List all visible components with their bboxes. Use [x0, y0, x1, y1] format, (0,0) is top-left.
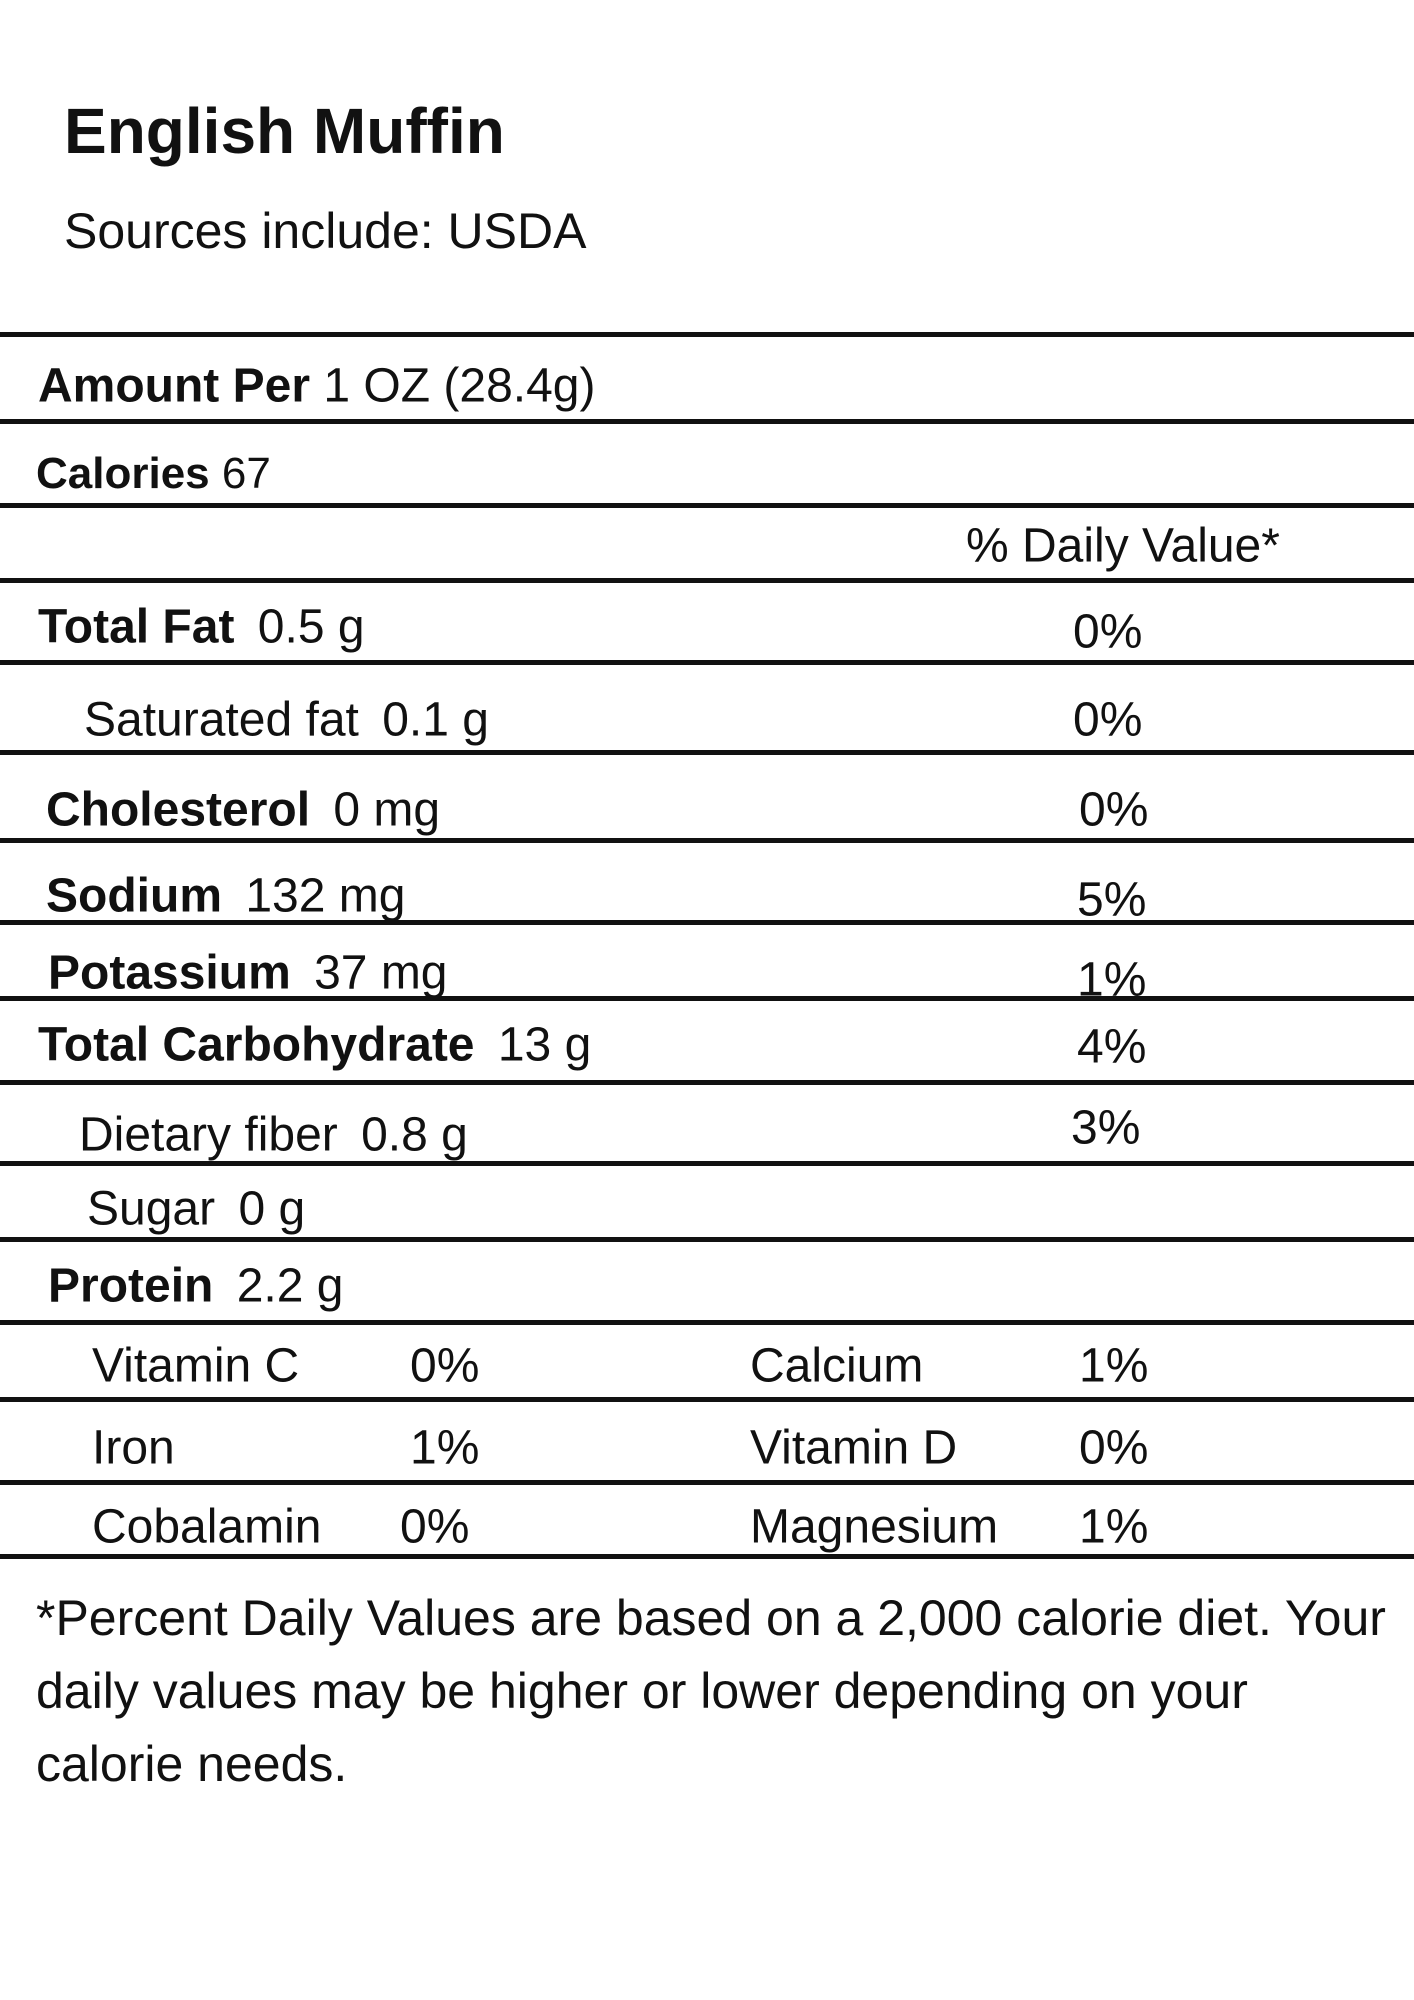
nutrient-row: Protein 2.2 g: [48, 1259, 343, 1314]
calories-label: Calories: [36, 449, 210, 498]
serving-value: 1 OZ (28.4g): [323, 359, 596, 413]
vitamin-name: Cobalamin: [92, 1500, 322, 1554]
rule: [0, 1161, 1414, 1166]
nutrient-amount: 37 mg: [314, 946, 448, 1000]
vitamin-name: Calcium: [750, 1339, 924, 1393]
serving-label: Amount Per: [38, 359, 311, 413]
rule: [0, 1320, 1414, 1325]
rule: [0, 838, 1414, 843]
nutrient-amount: 0.5 g: [257, 600, 365, 654]
rule: [0, 1237, 1414, 1242]
vitamin-dv: 0%: [410, 1339, 480, 1393]
nutrient-dv: 5%: [1077, 873, 1147, 927]
vitamin-dv: 0%: [1079, 1421, 1149, 1475]
nutrient-row: Total Fat 0.5 g: [38, 600, 365, 655]
nutrient-dv: 4%: [1077, 1020, 1147, 1074]
nutrient-row: Cholesterol 0 mg: [46, 783, 440, 838]
nutrient-label: Total Carbohydrate: [38, 1018, 475, 1072]
nutrient-label: Protein: [48, 1259, 214, 1313]
nutrient-dv: 3%: [1071, 1101, 1141, 1155]
rule: [0, 503, 1414, 508]
vitamin-dv: 1%: [1079, 1339, 1149, 1393]
daily-value-header: % Daily Value*: [966, 519, 1280, 573]
nutrient-amount: 13 g: [497, 1018, 592, 1072]
nutrient-label: Cholesterol: [46, 783, 311, 837]
subtitle: Sources include: USDA: [64, 203, 587, 259]
nutrient-label: Sodium: [46, 869, 222, 923]
vitamin-name: Vitamin D: [750, 1421, 958, 1475]
nutrient-amount: 0.8 g: [361, 1108, 468, 1162]
nutrient-row: Dietary fiber 0.8 g: [79, 1108, 468, 1163]
calories-value: 67: [221, 449, 271, 498]
nutrient-row: Potassium 37 mg: [48, 946, 448, 1001]
rule: [0, 996, 1414, 1001]
nutrient-label: Sugar: [87, 1182, 216, 1236]
nutrient-label: Dietary fiber: [79, 1108, 338, 1162]
nutrient-label: Potassium: [48, 946, 291, 1000]
vitamin-dv: 1%: [410, 1421, 480, 1475]
rule: [0, 750, 1414, 755]
nutrient-row: Total Carbohydrate 13 g: [38, 1018, 591, 1073]
rule: [0, 332, 1414, 337]
nutrient-dv: 0%: [1073, 693, 1143, 747]
nutrient-row: Saturated fat 0.1 g: [84, 693, 489, 748]
nutrient-amount: 132 mg: [245, 869, 406, 923]
nutrient-label: Saturated fat: [84, 693, 359, 747]
nutrient-row: Sodium 132 mg: [46, 869, 405, 924]
rule: [0, 920, 1414, 925]
rule: [0, 1397, 1414, 1402]
rule: [0, 1080, 1414, 1085]
vitamin-dv: 1%: [1079, 1500, 1149, 1554]
rule: [0, 1554, 1414, 1559]
serving-row: Amount Per 1 OZ (28.4g): [38, 359, 595, 414]
nutrient-amount: 0.1 g: [382, 693, 489, 747]
rule: [0, 419, 1414, 424]
nutrient-amount: 2.2 g: [236, 1259, 344, 1313]
nutrient-dv: 0%: [1079, 783, 1149, 837]
vitamin-name: Magnesium: [750, 1500, 999, 1554]
rule: [0, 578, 1414, 583]
vitamin-name: Iron: [92, 1421, 175, 1475]
vitamin-name: Vitamin C: [92, 1339, 300, 1393]
rule: [0, 1480, 1414, 1485]
title: English Muffin: [64, 95, 505, 167]
footnote: *Percent Daily Values are based on a 2,0…: [36, 1590, 1386, 1792]
nutrient-dv: 0%: [1073, 605, 1143, 659]
rule: [0, 660, 1414, 665]
calories-row: Calories 67: [36, 449, 271, 499]
nutrient-label: Total Fat: [38, 600, 235, 654]
nutrient-amount: 0 mg: [333, 783, 441, 837]
nutrient-amount: 0 g: [238, 1182, 306, 1236]
vitamin-dv: 0%: [400, 1500, 470, 1554]
nutrient-row: Sugar 0 g: [87, 1182, 305, 1237]
